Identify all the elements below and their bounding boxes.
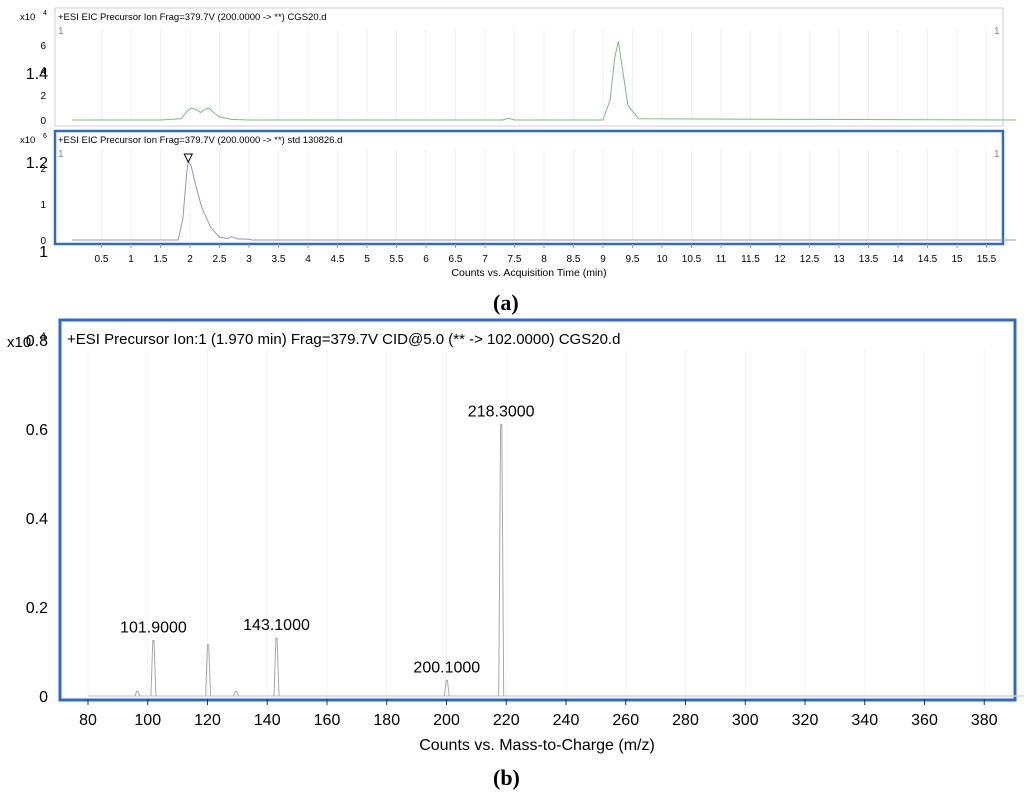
spectrum-ytick-label: 1.2	[26, 155, 48, 172]
eic-top-corner-label-right: 1	[994, 26, 1000, 37]
eic-top-title: +ESI EIC Precursor Ion Frag=379.7V (200.…	[58, 12, 327, 23]
spectrum-ytick-label: 1.4	[26, 66, 48, 83]
eic-bottom-series-line	[72, 159, 1016, 241]
spectrum-xtick-label: 200	[433, 712, 460, 729]
eic-xtick-label: 0.5	[95, 254, 109, 265]
eic-xtick-label: 5.5	[390, 254, 404, 265]
eic-xtick-label: 14	[892, 254, 904, 265]
eic-top-ytick-label: 0	[40, 116, 46, 127]
eic-xtick-label: 10.5	[682, 254, 702, 265]
spectrum-peak	[134, 691, 141, 697]
spectrum-peak-label: 218.3000	[468, 404, 535, 421]
eic-xtick-label: 3	[246, 254, 252, 265]
spectrum-ytick-label: 0	[39, 689, 48, 706]
eic-xtick-label: 9	[600, 254, 606, 265]
eic-top-scale-label: x10	[20, 12, 35, 23]
spectrum-peak	[498, 424, 505, 697]
eic-bottom-title: +ESI EIC Precursor Ion Frag=379.7V (200.…	[58, 135, 342, 146]
spectrum-peak	[443, 679, 450, 697]
spectrum-xtick-label: 160	[314, 712, 341, 729]
eic-bottom-corner-label-right: 1	[994, 149, 1000, 160]
spectrum-peak-label: 143.1000	[243, 617, 310, 634]
spectrum-xlabel: Counts vs. Mass-to-Charge (m/z)	[419, 737, 655, 754]
eic-xtick-label: 3.5	[272, 254, 286, 265]
eic-xtick-label: 1.5	[154, 254, 168, 265]
eic-xtick-label: 8	[541, 254, 547, 265]
spectrum-xtick-label: 360	[911, 712, 938, 729]
eic-xtick-label: 4	[305, 254, 311, 265]
eic-xtick-label: 14.5	[918, 254, 938, 265]
spectrum-xtick-label: 100	[134, 712, 161, 729]
spectrum-xtick-label: 140	[254, 712, 281, 729]
eic-xtick-label: 15	[951, 254, 963, 265]
spectrum-peak	[205, 644, 212, 697]
spectrum-peak-label: 101.9000	[120, 619, 187, 636]
eic-xtick-label: 11	[716, 254, 727, 265]
panel-label-a: (a)	[493, 290, 519, 315]
eic-top-series-line	[72, 41, 1017, 121]
spectrum-peak	[232, 691, 239, 697]
spectrum-scale-exponent: 4	[40, 331, 46, 343]
spectrum-peak-label: 200.1000	[413, 659, 480, 676]
spectrum-xtick-label: 120	[194, 712, 221, 729]
spectrum-xtick-label: 80	[79, 712, 97, 729]
spectrum-ytick-label: 0.6	[26, 422, 48, 439]
panel-label-b: (b)	[493, 765, 520, 790]
spectrum-ytick-label: 1	[39, 244, 48, 261]
spectrum-ytick-label: 0.4	[26, 511, 48, 528]
eic-xlabel: Counts vs. Acquisition Time (min)	[451, 267, 606, 279]
spectrum-frame	[58, 318, 1017, 702]
eic-bottom-ytick-label: 2	[40, 164, 46, 175]
spectrum-peak	[273, 637, 280, 697]
eic-xtick-label: 7	[482, 254, 488, 265]
eic-xtick-label: 10	[656, 254, 668, 265]
eic-top-frame	[54, 7, 1004, 127]
spectrum-ytick-label: 0.2	[26, 600, 48, 617]
eic-top-corner-label-left: 1	[58, 26, 64, 37]
spectrum-ytick-label: 0.8	[26, 333, 48, 350]
peak-marker-icon	[183, 153, 194, 164]
eic-xtick-label: 13.5	[859, 254, 879, 265]
eic-xtick-label: 9.5	[626, 254, 640, 265]
eic-xtick-label: 12	[774, 254, 786, 265]
spectrum-xtick-label: 280	[672, 712, 699, 729]
eic-xtick-label: 2	[187, 254, 193, 265]
eic-xtick-label: 8.5	[567, 254, 581, 265]
spectrum-xtick-label: 340	[851, 712, 878, 729]
eic-xtick-label: 15.5	[977, 254, 997, 265]
eic-xtick-label: 12.5	[800, 254, 820, 265]
eic-xtick-label: 5	[364, 254, 370, 265]
spectrum-scale-label: x10	[7, 334, 31, 351]
eic-top-ytick-label: 2	[40, 91, 46, 102]
eic-top-ytick-label: 4	[40, 66, 46, 77]
eic-bottom-scale-label: x10	[20, 135, 35, 146]
eic-xtick-label: 13	[833, 254, 845, 265]
spectrum-xtick-label: 220	[493, 712, 520, 729]
spectrum-title: +ESI Precursor Ion:1 (1.970 min) Frag=37…	[67, 331, 620, 348]
spectrum-xtick-label: 260	[612, 712, 639, 729]
spectrum-peak	[150, 639, 157, 697]
spectrum-xtick-label: 320	[792, 712, 819, 729]
spectrum-xtick-label: 240	[553, 712, 580, 729]
eic-bottom-scale-exponent: 6	[43, 133, 47, 140]
spectrum-xtick-label: 380	[971, 712, 998, 729]
eic-top-ytick-label: 6	[40, 41, 46, 52]
eic-top-scale-exponent: 4	[43, 10, 47, 17]
spectrum-xtick-label: 300	[732, 712, 759, 729]
eic-xtick-label: 1	[128, 254, 134, 265]
eic-bottom-ytick-label: 1	[40, 200, 46, 211]
eic-xtick-label: 7.5	[508, 254, 522, 265]
eic-bottom-frame	[53, 129, 1005, 246]
eic-xtick-label: 4.5	[331, 254, 345, 265]
eic-bottom-corner-label-left: 1	[58, 149, 64, 160]
eic-xtick-label: 2.5	[213, 254, 227, 265]
eic-xtick-label: 6	[423, 254, 429, 265]
eic-xtick-label: 11.5	[741, 254, 760, 265]
eic-bottom-ytick-label: 0	[40, 236, 46, 247]
spectrum-xtick-label: 180	[373, 712, 400, 729]
eic-xtick-label: 6.5	[449, 254, 463, 265]
